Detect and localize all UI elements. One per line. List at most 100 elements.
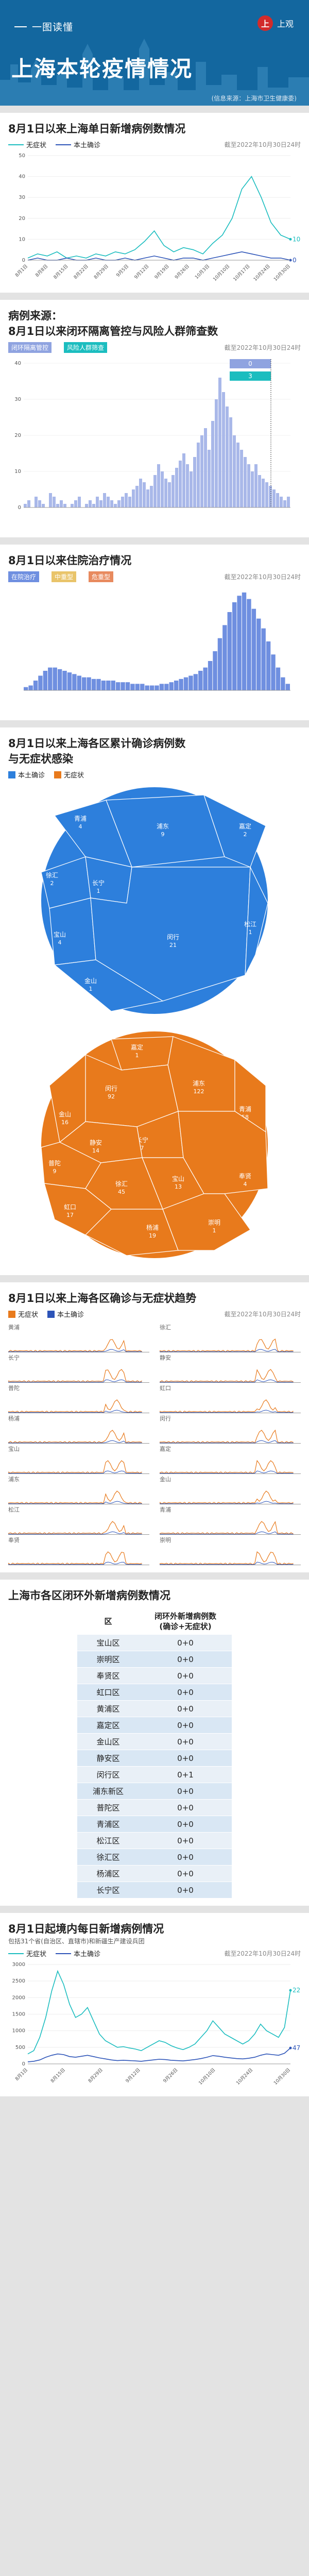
voronoi-value-7: 9 <box>53 1168 57 1175</box>
bar-40 <box>217 638 222 690</box>
trend-mini-label-1: 徐汇 <box>160 1324 171 1331</box>
bar-52 <box>276 667 281 690</box>
voronoi-label-10: 奉贤 <box>239 1173 251 1180</box>
trend-mini-qz-10 <box>8 1501 142 1504</box>
trend-mini-7: 闵行 <box>159 1415 301 1444</box>
bar-9 <box>67 672 72 690</box>
bar-25 <box>114 504 117 507</box>
trend-mini-chart-7 <box>159 1429 294 1444</box>
trend-mini-label-2: 长宁 <box>8 1354 20 1361</box>
voronoi-label-0: 嘉定 <box>131 1043 143 1051</box>
hospital-title: 8月1日以来住院治疗情况 <box>8 554 132 567</box>
trend-mini-qz-6 <box>8 1440 142 1444</box>
trend-mini-label-11: 金山 <box>160 1476 171 1483</box>
trend-mini-chart-8 <box>8 1460 142 1474</box>
bar-60 <box>240 450 243 507</box>
bar-11 <box>63 504 66 507</box>
tag-in-hospital: 在院治疗 <box>8 571 40 582</box>
end-label-1: 479 <box>293 2044 301 2052</box>
trend-mini-label-7: 闵行 <box>160 1415 171 1422</box>
trend-mini-chart-5 <box>159 1399 294 1413</box>
cell-district: 闵行区 <box>77 1766 139 1783</box>
tag-critical: 危重型 <box>89 571 114 582</box>
daily-cases-card: 8月1日以来上海单日新增病例数情况 无症状 本土确诊 截至2022年10月30日… <box>0 113 309 293</box>
trend-mini-wzz-12 <box>8 1521 142 1535</box>
bar-15 <box>78 497 81 507</box>
bar-14 <box>74 500 77 507</box>
bar-51 <box>208 450 211 507</box>
tag-severe: 中重型 <box>52 571 77 582</box>
page-title: 上海本轮疫情情况 <box>11 56 193 81</box>
ytick-5: 50 <box>19 153 25 159</box>
trend-card: 8月1日以来上海各区确诊与无症状趋势 无症状 本土确诊 截至2022年10月30… <box>0 1282 309 1572</box>
cell-district: 杨浦区 <box>77 1865 139 1882</box>
trend-mini-4: 普陀 <box>8 1385 149 1413</box>
bar-16 <box>101 681 106 690</box>
table-row: 奉贤区 0+0 <box>77 1667 232 1684</box>
trend-legend-qz: 本土确诊 <box>47 1309 84 1319</box>
cell-district: 虹口区 <box>77 1684 139 1701</box>
cell-district: 徐汇区 <box>77 1849 139 1866</box>
cell-district: 嘉定区 <box>77 1717 139 1734</box>
bar-9 <box>56 504 59 507</box>
bar-43 <box>179 461 182 507</box>
trend-mini-chart-10 <box>8 1490 142 1504</box>
bar-59 <box>236 443 239 507</box>
cell-district: 浦东新区 <box>77 1783 139 1800</box>
bar-7 <box>49 493 52 507</box>
cell-new-cases: 0+0 <box>139 1684 232 1701</box>
ytick-5: 2500 <box>12 1978 25 1984</box>
bar-13 <box>71 504 74 507</box>
table-row: 杨浦区 0+0 <box>77 1865 232 1882</box>
trend-legend: 无症状 本土确诊 截至2022年10月30日24时 <box>8 1309 301 1319</box>
hospital-chart <box>24 592 290 691</box>
trend-mini-wzz-7 <box>159 1429 294 1444</box>
bar-66 <box>262 479 265 507</box>
ytick-4: 40 <box>14 361 21 366</box>
legend-orange-label: 无症状 <box>64 772 84 779</box>
trend-mini-wzz-4 <box>8 1399 142 1413</box>
cell-new-cases: 0+0 <box>139 1832 232 1849</box>
voronoi-value-4: 16 <box>61 1119 68 1126</box>
xtick-8: 9月26日 <box>174 263 191 280</box>
bar-37 <box>203 667 208 690</box>
bar-23 <box>135 684 140 690</box>
cell-district: 宝山区 <box>77 1634 139 1651</box>
ytick-0: 0 <box>22 2061 25 2067</box>
trend-mini-wzz-9 <box>159 1460 294 1474</box>
bar-23 <box>107 497 110 507</box>
bar-40 <box>168 482 171 507</box>
voronoi-value-13: 1 <box>213 1227 216 1234</box>
voronoi-label-11: 虹口 <box>64 1204 76 1211</box>
voronoi-cell-7 <box>245 867 268 976</box>
daily-cases-asof: 截至2022年10月30日24时 <box>224 141 301 148</box>
bar-17 <box>106 681 111 690</box>
ytick-1: 10 <box>14 469 21 474</box>
voronoi-value-12: 19 <box>149 1232 156 1239</box>
trend-mini-qz-2 <box>8 1379 142 1383</box>
end-label-0: 10 <box>293 235 300 243</box>
voronoi-value-0: 1 <box>135 1052 139 1059</box>
table-row: 嘉定区 0+0 <box>77 1717 232 1734</box>
xtick-10: 10月10日 <box>212 263 231 282</box>
trend-mini-10: 浦东 <box>8 1476 149 1504</box>
bar-32 <box>179 679 183 690</box>
trend-title: 8月1日以来上海各区确诊与无症状趋势 <box>8 1292 197 1304</box>
voronoi-label-4: 金山 <box>59 1110 71 1118</box>
bar-47 <box>251 608 256 690</box>
callout-value-0: 0 <box>248 360 252 367</box>
cell-district: 奉贤区 <box>77 1667 139 1684</box>
tag-risk-screening: 风险人群筛查 <box>64 342 108 353</box>
bar-50 <box>204 428 207 507</box>
bar-49 <box>261 628 266 690</box>
trend-mini-label-14: 奉贤 <box>8 1537 20 1544</box>
bar-0 <box>24 504 27 507</box>
cell-new-cases: 0+0 <box>139 1651 232 1668</box>
bar-1 <box>28 685 33 690</box>
daily-cases-title: 8月1日以来上海单日新增病例数情况 <box>8 123 186 135</box>
bar-35 <box>193 674 198 690</box>
bar-7 <box>57 669 62 690</box>
table-row: 松江区 0+0 <box>77 1832 232 1849</box>
trend-mini-label-5: 虹口 <box>160 1385 171 1392</box>
